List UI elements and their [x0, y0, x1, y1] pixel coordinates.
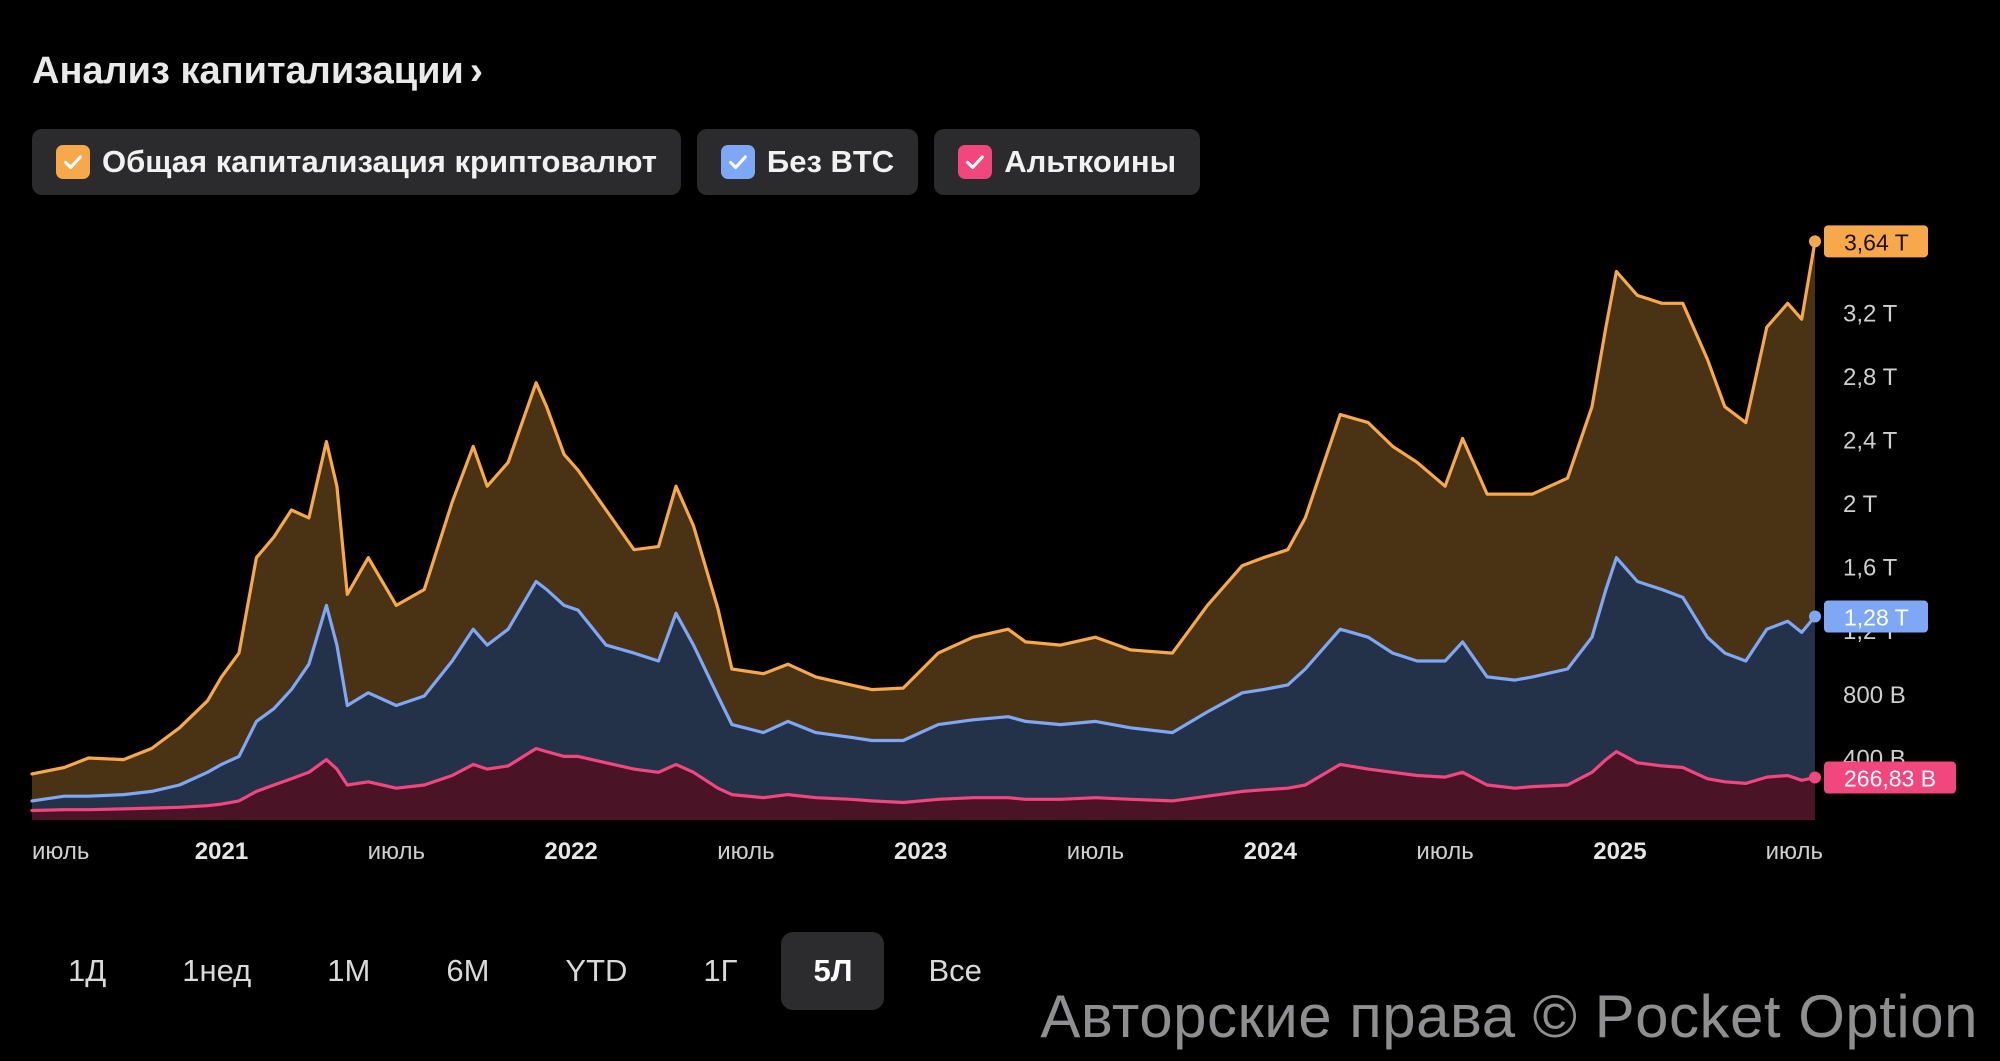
- range-6m-button[interactable]: 6M: [446, 953, 490, 988]
- value-badge-label: 266,83 B: [1844, 766, 1936, 792]
- last-point-altcoins: [1809, 771, 1821, 784]
- line-total-cap: [30, 239, 1817, 776]
- value-badge-total-cap: [1824, 225, 1928, 258]
- value-badge-label: 1,28 T: [1844, 605, 1909, 631]
- y-tick-label: 1,6 T: [1843, 555, 1898, 582]
- x-tick-label: 2024: [1244, 838, 1298, 865]
- line-ex-btc: [30, 556, 1817, 803]
- range-1w-button[interactable]: 1нед: [182, 953, 252, 988]
- legend-label-altcoins: Альткоины: [1004, 144, 1177, 179]
- legend: Общая капитализация криптовалют Без BTC …: [32, 129, 1201, 195]
- x-tick-label: июль: [1766, 838, 1823, 865]
- last-point-total-cap: [1809, 235, 1821, 248]
- x-tick-label: июль: [717, 838, 774, 865]
- y-tick-label: 3,2 T: [1843, 300, 1898, 327]
- x-tick-label: июль: [368, 838, 425, 865]
- legend-label-ex-btc: Без BTC: [766, 144, 895, 179]
- y-tick-label: 2,8 T: [1843, 364, 1898, 391]
- y-tick-label: 800 B: [1843, 682, 1906, 709]
- value-badge-ex-btc: [1824, 600, 1928, 633]
- x-tick-label: 2025: [1593, 838, 1646, 865]
- range-1y-button[interactable]: 1Г: [703, 953, 738, 988]
- chevron-right-icon: ›: [469, 48, 484, 93]
- checkbox-total-cap[interactable]: [56, 145, 90, 179]
- x-tick-label: 2023: [894, 838, 947, 865]
- check-icon: [64, 155, 82, 170]
- y-tick-label: 2,4 T: [1843, 427, 1898, 454]
- copyright-watermark: Авторские права © Pocket Option: [1040, 983, 1978, 1050]
- legend-item-altcoins[interactable]: Альткоины: [934, 129, 1201, 195]
- check-icon: [966, 155, 985, 170]
- y-tick-label: 2 T: [1843, 491, 1878, 518]
- range-all-button[interactable]: Все: [928, 953, 982, 988]
- value-badge-altcoins: [1824, 761, 1956, 794]
- range-1m-button[interactable]: 1M: [327, 953, 371, 988]
- range-ytd-button[interactable]: YTD: [565, 953, 628, 988]
- x-tick-label: июль: [1067, 838, 1124, 865]
- line-altcoins: [30, 746, 1817, 813]
- page-title[interactable]: Анализ капитализации ›: [32, 50, 483, 93]
- x-tick-label: 2022: [544, 838, 597, 865]
- legend-item-ex-btc[interactable]: Без BTC: [696, 129, 919, 195]
- x-tick-label: 2021: [195, 838, 248, 865]
- x-tick-label: июль: [32, 838, 89, 865]
- area-ex-btc: [32, 557, 1815, 820]
- x-tick-label: июль: [1416, 838, 1473, 865]
- value-badge-label: 3,64 T: [1844, 229, 1909, 255]
- range-1d-button[interactable]: 1Д: [68, 953, 107, 988]
- checkbox-ex-btc[interactable]: [720, 145, 755, 179]
- checkbox-altcoins[interactable]: [958, 145, 993, 179]
- check-icon: [729, 155, 747, 170]
- last-point-ex-btc: [1809, 610, 1821, 623]
- range-selector: 1Д 1нед 1M 6M YTD 1Г 5Л Все: [36, 932, 1026, 1010]
- range-5y-button[interactable]: 5Л: [781, 932, 885, 1010]
- page-title-text: Анализ капитализации: [32, 50, 464, 92]
- legend-item-total-cap[interactable]: Общая капитализация криптовалют: [32, 129, 681, 195]
- legend-label-total-cap: Общая капитализация криптовалют: [102, 144, 657, 179]
